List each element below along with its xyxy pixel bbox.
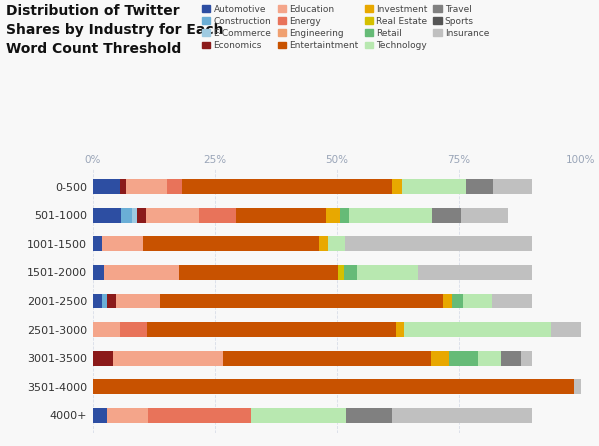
Bar (477, 351, 501, 366)
Bar (461, 208, 508, 223)
Bar (345, 236, 532, 251)
Bar (463, 293, 492, 309)
Bar (93, 179, 120, 194)
Bar (452, 293, 463, 309)
Bar (93, 408, 107, 423)
Bar (522, 351, 533, 366)
Bar (104, 265, 179, 280)
Bar (419, 265, 532, 280)
Bar (121, 208, 132, 223)
Bar (432, 208, 461, 223)
Bar (501, 351, 522, 366)
Bar (449, 351, 477, 366)
Bar (167, 179, 181, 194)
Bar (107, 293, 116, 309)
Bar (574, 380, 581, 394)
Bar (395, 322, 404, 337)
Bar (93, 208, 121, 223)
Bar (120, 179, 126, 194)
Bar (93, 322, 120, 337)
Bar (126, 179, 167, 194)
Text: Distribution of Twitter
Shares by Industry for Each
Word Count Threshold: Distribution of Twitter Shares by Indust… (6, 4, 223, 56)
Bar (143, 236, 319, 251)
Bar (93, 236, 102, 251)
Bar (93, 293, 102, 309)
Bar (132, 208, 137, 223)
Bar (319, 236, 328, 251)
Bar (181, 179, 392, 194)
Bar (328, 236, 345, 251)
Bar (147, 322, 395, 337)
Bar (102, 236, 143, 251)
Bar (113, 351, 223, 366)
Bar (137, 208, 146, 223)
Bar (431, 351, 449, 366)
Bar (358, 265, 419, 280)
Bar (466, 179, 492, 194)
Bar (93, 351, 113, 366)
Bar (404, 322, 550, 337)
Bar (443, 293, 452, 309)
Legend: Automotive, Construction, E-Commerce, Economics, Education, Energy, Engineering,: Automotive, Construction, E-Commerce, Ec… (202, 4, 489, 50)
Bar (107, 408, 148, 423)
Bar (146, 208, 199, 223)
Bar (120, 322, 147, 337)
Bar (148, 408, 250, 423)
Bar (492, 293, 533, 309)
Bar (344, 265, 358, 280)
Bar (346, 408, 392, 423)
Bar (338, 265, 344, 280)
Bar (340, 208, 349, 223)
Bar (326, 208, 340, 223)
Bar (392, 408, 532, 423)
Bar (93, 380, 574, 394)
Bar (160, 293, 443, 309)
Bar (392, 179, 403, 194)
Bar (93, 265, 104, 280)
Bar (102, 293, 107, 309)
Bar (492, 179, 532, 194)
Bar (349, 208, 432, 223)
Bar (116, 293, 160, 309)
Bar (223, 351, 431, 366)
Bar (550, 322, 581, 337)
Bar (179, 265, 338, 280)
Bar (250, 408, 346, 423)
Bar (403, 179, 466, 194)
Bar (236, 208, 326, 223)
Bar (199, 208, 236, 223)
